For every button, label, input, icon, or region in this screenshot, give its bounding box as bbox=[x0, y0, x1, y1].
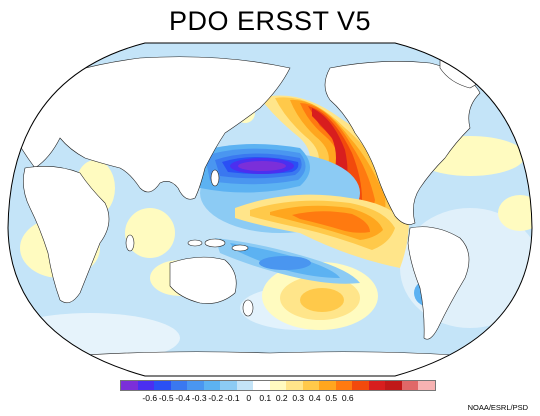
legend-swatch bbox=[352, 381, 369, 390]
legend-swatch bbox=[418, 381, 435, 390]
world-map bbox=[7, 42, 533, 377]
legend-swatch bbox=[319, 381, 336, 390]
legend-swatch bbox=[236, 381, 253, 390]
legend-swatch bbox=[385, 381, 402, 390]
legend-swatch bbox=[203, 381, 220, 390]
legend-swatch bbox=[170, 381, 187, 390]
color-legend bbox=[120, 380, 436, 391]
legend-tick-label: 0.3 bbox=[292, 393, 305, 403]
sst-field bbox=[8, 43, 532, 376]
legend-swatch bbox=[269, 381, 286, 390]
legend-tick-label: -0.3 bbox=[191, 393, 207, 403]
legend-swatch bbox=[368, 381, 385, 390]
legend-swatch bbox=[401, 381, 418, 390]
legend-tick-label: -0.2 bbox=[208, 393, 224, 403]
map-border bbox=[7, 42, 533, 377]
legend-swatch bbox=[154, 381, 171, 390]
legend-tick-label: -0.1 bbox=[224, 393, 240, 403]
legend-tick-label: 0.1 bbox=[259, 393, 272, 403]
legend-tick-label: -0.4 bbox=[175, 393, 191, 403]
legend-swatch bbox=[253, 381, 270, 390]
legend-swatch bbox=[302, 381, 319, 390]
legend-swatch bbox=[220, 381, 237, 390]
legend-tick-labels: -0.6 -0.5 -0.4 -0.3 -0.2 -0.1 0 0.1 0.2 0.3 0.4 0.5… bbox=[120, 393, 420, 407]
legend-tick-label: 0.5 bbox=[325, 393, 338, 403]
map-title: PDO ERSST V5 bbox=[168, 6, 372, 36]
legend-tick-label: -0.6 bbox=[142, 393, 158, 403]
legend-swatch bbox=[335, 381, 352, 390]
legend-tick-label: 0.2 bbox=[275, 393, 288, 403]
legend-swatch bbox=[137, 381, 154, 390]
legend-tick-label: 0 bbox=[246, 393, 252, 403]
legend-swatch bbox=[187, 381, 204, 390]
credit-text: NOAA/ESRL/PSD bbox=[467, 403, 528, 412]
legend-tick-label: 0.6 bbox=[341, 393, 354, 403]
legend-tick-label: -0.5 bbox=[158, 393, 174, 403]
legend-swatch bbox=[121, 381, 138, 390]
legend-tick-label: 0.4 bbox=[308, 393, 321, 403]
legend-swatch bbox=[286, 381, 303, 390]
